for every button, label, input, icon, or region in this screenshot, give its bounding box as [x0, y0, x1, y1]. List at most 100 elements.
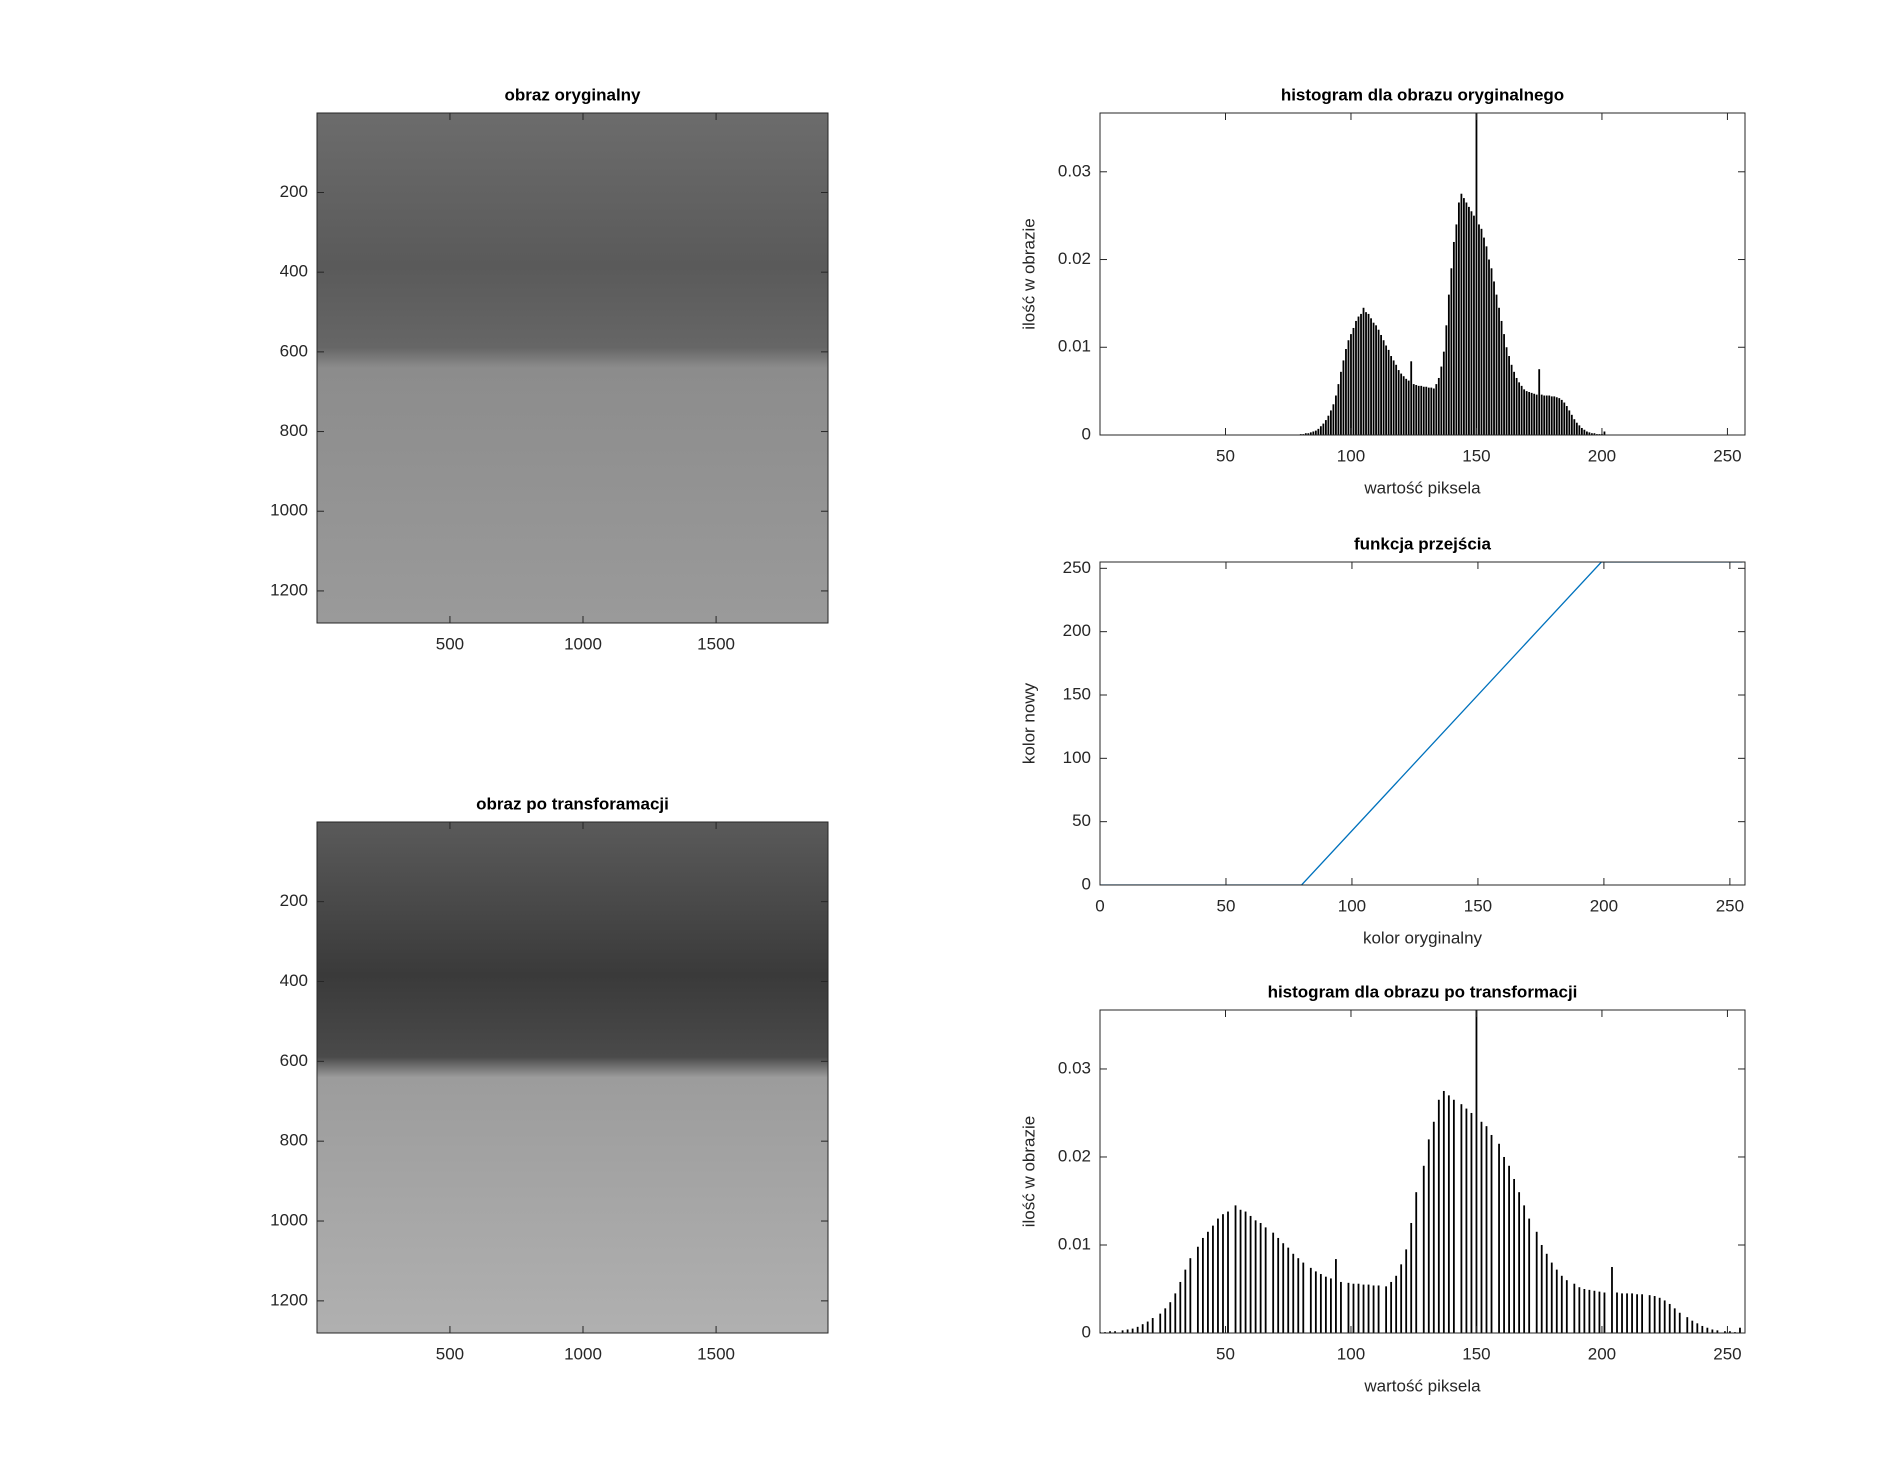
bar: [1545, 1253, 1548, 1333]
bar: [1616, 1292, 1618, 1333]
bar: [1673, 1308, 1676, 1333]
bar: [1533, 393, 1536, 435]
y-tick-label: 150: [1063, 684, 1091, 703]
x-tick-label: 1000: [564, 634, 602, 653]
bar: [1545, 395, 1548, 435]
bar: [1352, 327, 1355, 435]
y-tick-label: 200: [280, 891, 308, 910]
y-tick-label: 0.01: [1058, 337, 1091, 356]
plot-area: [1299, 113, 1606, 435]
chart-title: histogram dla obrazu po transformacji: [1268, 982, 1578, 1001]
bar: [1196, 1246, 1199, 1333]
bar: [1324, 420, 1327, 435]
bar: [1518, 1192, 1521, 1333]
bar: [1352, 1283, 1355, 1333]
bar: [1493, 281, 1495, 435]
bar: [1498, 307, 1500, 435]
bar: [1184, 1269, 1187, 1333]
bar: [1357, 1283, 1360, 1333]
bar: [1503, 1156, 1505, 1333]
bar: [1538, 369, 1541, 435]
x-axis-label: wartość piksela: [1363, 478, 1481, 497]
bar: [1405, 378, 1408, 435]
bar: [1560, 1275, 1563, 1333]
bar: [1563, 402, 1566, 435]
x-tick-label: 1500: [697, 1344, 735, 1363]
bar: [1565, 1280, 1568, 1333]
bar: [1518, 382, 1521, 435]
x-tick-label: 200: [1588, 1344, 1616, 1363]
bar: [1706, 1327, 1709, 1333]
bar: [1653, 1296, 1656, 1333]
bar: [1463, 198, 1465, 435]
bar: [1583, 429, 1586, 435]
bar: [1470, 1112, 1473, 1333]
axes: 50 100 150 200 250 0 0.01 0.02 0.03 histogram dla…: [1019, 982, 1746, 1395]
bar: [1450, 268, 1453, 435]
bar: [1626, 1293, 1628, 1333]
bar: [1126, 1329, 1129, 1333]
x-tick-label: 1500: [697, 634, 735, 653]
bar: [1550, 1262, 1553, 1333]
bar: [1588, 1289, 1591, 1333]
bar: [1420, 385, 1423, 435]
bar: [1701, 1325, 1704, 1333]
bar: [1234, 1205, 1237, 1333]
bar: [1159, 1313, 1162, 1333]
x-tick-label: 100: [1337, 1344, 1365, 1363]
bar: [1227, 1211, 1229, 1333]
y-tick-label: 400: [280, 971, 308, 990]
bar: [1207, 1231, 1209, 1333]
bar: [1535, 394, 1538, 435]
bar: [1114, 1331, 1116, 1333]
bar: [1136, 1326, 1139, 1333]
bar: [1575, 422, 1578, 435]
bar: [1573, 1283, 1576, 1333]
bar: [1362, 1284, 1365, 1333]
bar: [1131, 1328, 1134, 1333]
bar: [1593, 1290, 1596, 1333]
bar: [1525, 391, 1528, 435]
axes-box: [316, 112, 829, 624]
bar: [1407, 380, 1410, 435]
bar: [1109, 1331, 1111, 1333]
bar: [1304, 433, 1307, 435]
y-tick-label: 0.02: [1058, 249, 1091, 268]
bar: [1400, 1264, 1403, 1333]
bar: [1668, 1303, 1671, 1333]
bar: [1460, 1104, 1463, 1333]
x-tick-label: 200: [1590, 896, 1618, 915]
bar: [1415, 384, 1418, 435]
bar: [1427, 387, 1430, 435]
bar: [1585, 431, 1588, 435]
bar: [1390, 1281, 1393, 1333]
bar: [1460, 193, 1463, 435]
y-tick-label: 1200: [270, 580, 308, 599]
bar: [1508, 356, 1510, 435]
bar: [1380, 334, 1382, 435]
bar: [1543, 395, 1546, 435]
bar: [1648, 1295, 1651, 1333]
bar: [1550, 396, 1553, 435]
bar: [1696, 1323, 1699, 1333]
bar: [1332, 404, 1335, 435]
line: [1100, 562, 1743, 885]
bar: [1452, 1099, 1455, 1333]
bar: [1402, 376, 1405, 435]
bar: [1329, 410, 1332, 435]
bar: [1598, 1291, 1601, 1333]
y-tick-label: 0.03: [1058, 1058, 1091, 1077]
x-tick-label: 250: [1713, 446, 1741, 465]
bar: [1480, 1121, 1483, 1333]
bar: [1475, 1010, 1478, 1333]
x-tick-label: 150: [1462, 446, 1490, 465]
bar: [1400, 373, 1403, 435]
bar: [1239, 1209, 1242, 1333]
bar: [1327, 415, 1330, 435]
bar: [1540, 1244, 1543, 1333]
y-tick-label: 800: [280, 1131, 308, 1150]
bar: [1319, 1274, 1322, 1333]
bar: [1603, 1292, 1606, 1333]
y-tick-label: 100: [1063, 748, 1091, 767]
bar: [1151, 1318, 1154, 1333]
